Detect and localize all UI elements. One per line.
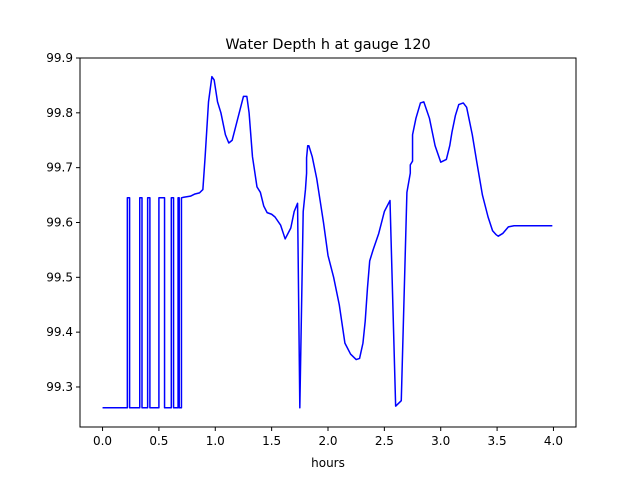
x-axis: 0.0 0.5 1.0 1.5 2.0 2.5 3.0 3.5 4.0 [93,427,563,448]
x-tick-label: 0.5 [149,434,168,448]
y-tick-label: 99.5 [46,270,73,284]
y-tick-label: 99.6 [46,215,73,229]
x-tick-label: 2.0 [318,434,337,448]
y-tick-label: 99.8 [46,106,73,120]
x-tick-label: 1.5 [262,434,281,448]
y-tick-label: 99.9 [46,51,73,65]
chart-title: Water Depth h at gauge 120 [225,37,430,53]
x-axis-label: hours [311,456,345,470]
x-tick-label: 1.0 [206,434,225,448]
x-tick-label: 4.0 [544,434,563,448]
y-tick-label: 99.3 [46,380,73,394]
x-tick-label: 2.5 [375,434,394,448]
x-tick-label: 3.0 [431,434,450,448]
y-tick-label: 99.4 [46,325,73,339]
x-tick-label: 0.0 [93,434,112,448]
y-axis: 99.3 99.4 99.5 99.6 99.7 99.8 99.9 [46,51,80,394]
x-tick-label: 3.5 [488,434,507,448]
y-tick-label: 99.7 [46,161,73,175]
plot-area [102,75,553,409]
data-line [102,75,553,409]
